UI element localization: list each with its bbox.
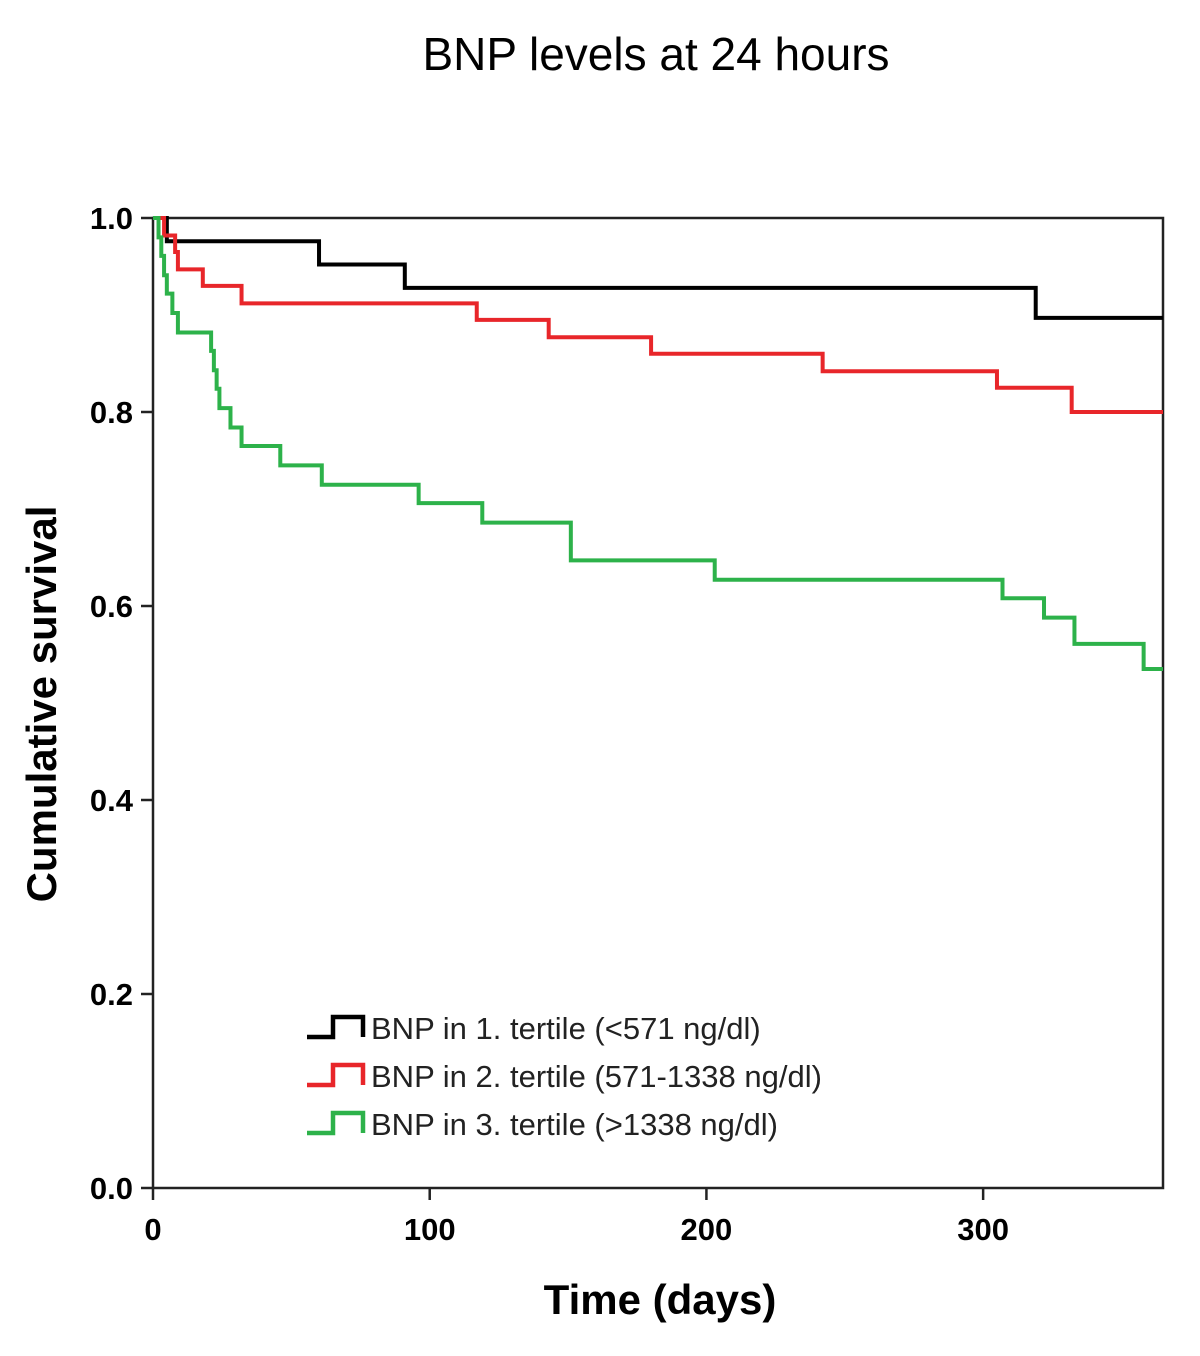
x-axis: 0 100 200 300 (144, 1188, 1009, 1247)
legend-label-3: BNP in 3. tertile (>1338 ng/dl) (371, 1107, 778, 1142)
legend-label-2: BNP in 2. tertile (571-1338 ng/dl) (371, 1059, 822, 1094)
series-layer (153, 216, 1163, 672)
x-tick-label: 0 (144, 1212, 161, 1247)
y-tick-label: 0.6 (90, 589, 133, 624)
y-tick-label: 1.0 (90, 201, 133, 236)
y-tick-label: 0.4 (90, 783, 134, 818)
x-tick-label: 300 (957, 1212, 1009, 1247)
legend-label-1: BNP in 1. tertile (<571 ng/dl) (371, 1011, 761, 1046)
x-axis-label: Time (days) (544, 1276, 777, 1323)
x-tick-label: 200 (681, 1212, 733, 1247)
chart-title: BNP levels at 24 hours (422, 28, 889, 80)
y-tick-label: 0.8 (90, 395, 133, 430)
y-axis: 0.0 0.2 0.4 0.6 0.8 1.0 (90, 201, 153, 1206)
legend-swatch-3 (307, 1110, 366, 1136)
plot-frame (151, 216, 1165, 1190)
x-tick-label: 100 (404, 1212, 456, 1247)
y-tick-label: 0.0 (90, 1171, 133, 1206)
series-line-tertile-1 (153, 216, 1163, 320)
y-axis-label: Cumulative survival (18, 506, 65, 903)
legend-swatch-2 (307, 1062, 366, 1088)
series-line-tertile-2 (153, 216, 1163, 414)
legend-swatch-1 (307, 1014, 366, 1040)
plot-border (151, 216, 1165, 1190)
legend: BNP in 1. tertile (<571 ng/dl) BNP in 2. … (307, 1011, 822, 1142)
series-line-tertile-3 (153, 216, 1163, 672)
y-tick-label: 0.2 (90, 977, 133, 1012)
